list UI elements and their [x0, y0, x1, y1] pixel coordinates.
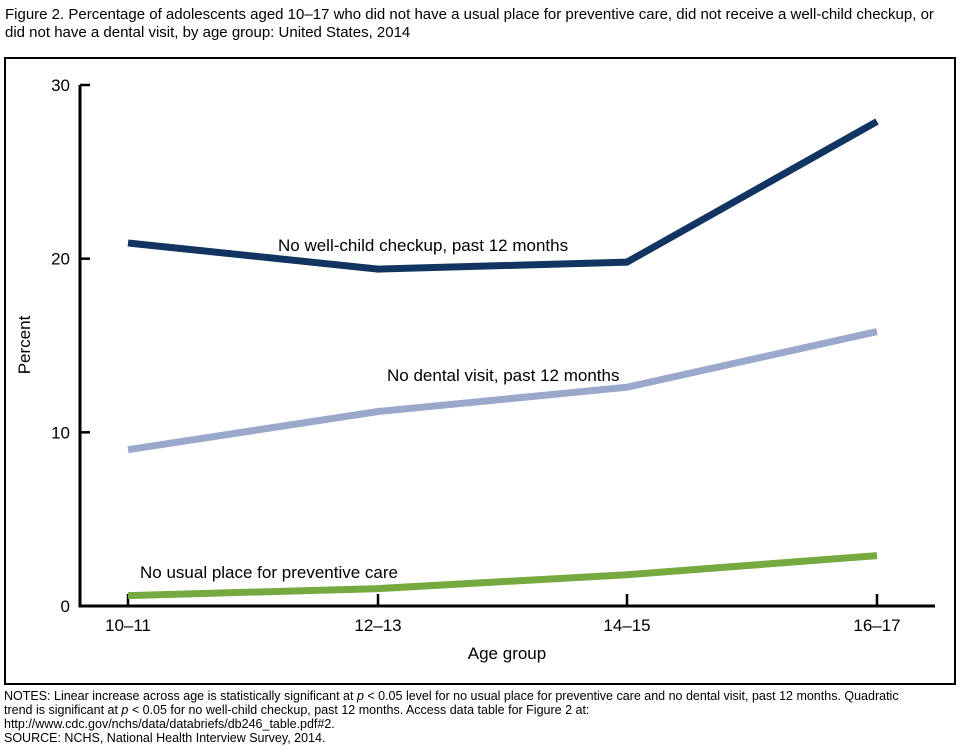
series-label-3: No usual place for preventive care — [140, 563, 398, 582]
x-tick-label: 14–15 — [603, 616, 650, 635]
figure-title: Figure 2. Percentage of adolescents aged… — [5, 6, 934, 41]
y-tick-label: 0 — [61, 597, 70, 616]
notes-url: http://www.cdc.gov/nchs/data/databriefs/… — [4, 716, 335, 731]
chart-frame: 0 10 20 30 10–11 12–13 14–15 16–17 No well-child… — [4, 57, 956, 685]
y-tick-label: 10 — [51, 423, 70, 442]
y-tick-label: 20 — [51, 250, 70, 269]
figure-notes: NOTES: Linear increase across age is sta… — [4, 689, 956, 746]
chart-canvas: 0 10 20 30 10–11 12–13 14–15 16–17 No well-child… — [15, 76, 935, 663]
notes-line-1: NOTES: Linear increase across age is sta… — [4, 689, 899, 703]
x-tick-label: 12–13 — [354, 616, 401, 635]
x-tick-label: 16–17 — [853, 616, 900, 635]
series-label-1: No well-child checkup, past 12 months — [278, 236, 568, 255]
notes-line-2: trend is significant at p < 0.05 for no … — [4, 702, 590, 717]
series-line-3 — [127, 552, 878, 600]
x-tick-label: 10–11 — [105, 616, 151, 635]
y-tick-label: 30 — [51, 76, 70, 95]
series-label-2: No dental visit, past 12 months — [387, 366, 619, 385]
y-axis-title: Percent — [15, 315, 34, 374]
source-line: SOURCE: NCHS, National Health Interview … — [4, 730, 326, 745]
x-axis-title: Age group — [468, 644, 546, 663]
series-line-2 — [127, 328, 878, 454]
series-line-1 — [127, 118, 879, 273]
